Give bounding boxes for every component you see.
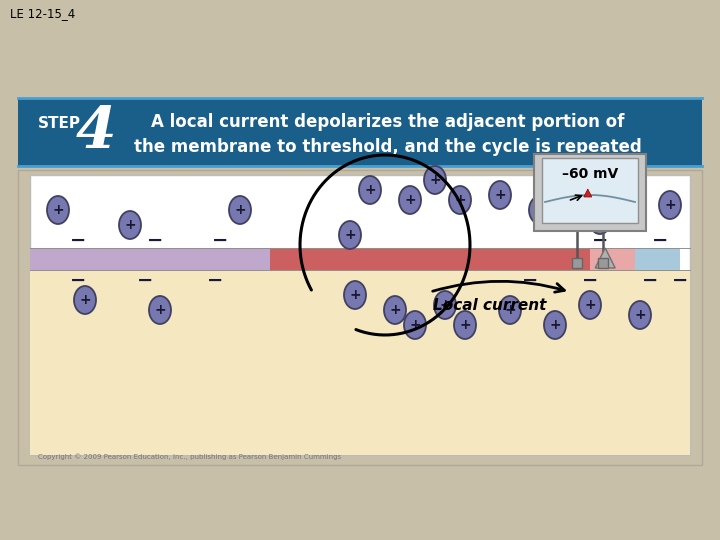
Ellipse shape [339,221,361,249]
Text: the membrane to threshold, and the cycle is repeated: the membrane to threshold, and the cycle… [134,138,642,156]
Bar [635,248,680,270]
Text: +: + [494,188,506,202]
Text: +: + [344,228,356,242]
Ellipse shape [47,196,69,224]
Bar [590,248,635,270]
Ellipse shape [489,181,511,209]
Ellipse shape [579,291,601,319]
Ellipse shape [659,191,681,219]
Ellipse shape [399,186,421,214]
Text: +: + [364,183,376,197]
FancyBboxPatch shape [542,158,638,223]
Text: +: + [429,173,441,187]
Ellipse shape [544,311,566,339]
Bar [30,248,270,270]
Ellipse shape [434,291,456,319]
Text: Copyright © 2009 Pearson Education, Inc., publishing as Pearson Benjamin Cumming: Copyright © 2009 Pearson Education, Inc.… [38,453,341,460]
Bar [270,248,590,270]
Text: +: + [390,303,401,317]
Text: +: + [594,213,606,227]
Ellipse shape [454,311,476,339]
Ellipse shape [424,166,446,194]
Text: +: + [79,293,91,307]
Text: +: + [664,198,676,212]
Polygon shape [595,248,615,268]
Text: Local current: Local current [433,298,546,313]
Ellipse shape [384,296,406,324]
Text: −: − [207,271,223,289]
Text: +: + [404,193,416,207]
Text: −: − [147,231,163,249]
Text: +: + [52,203,64,217]
Text: −: − [522,271,538,289]
Ellipse shape [149,296,171,324]
Ellipse shape [529,196,551,224]
Text: −: − [652,231,668,249]
FancyBboxPatch shape [534,154,646,231]
Text: +: + [534,203,546,217]
Text: LE 12-15_4: LE 12-15_4 [10,7,76,20]
Text: +: + [154,303,166,317]
Text: +: + [549,318,561,332]
Ellipse shape [119,211,141,239]
Text: +: + [234,203,246,217]
Bar [572,258,582,268]
Text: A local current depolarizes the adjacent portion of: A local current depolarizes the adjacent… [151,113,625,131]
Bar [598,258,608,268]
Ellipse shape [344,281,366,309]
Text: +: + [349,288,361,302]
Text: −: − [592,231,608,249]
Text: +: + [634,308,646,322]
Bar [18,170,702,465]
Ellipse shape [229,196,251,224]
Text: −: − [70,271,86,289]
Text: STEP: STEP [38,117,81,132]
Ellipse shape [589,206,611,234]
Text: +: + [439,298,451,312]
Ellipse shape [449,186,471,214]
Ellipse shape [499,296,521,324]
Text: +: + [409,318,420,332]
Text: −: − [672,271,688,289]
Text: +: + [459,318,471,332]
Text: +: + [454,193,466,207]
Bar [30,270,690,455]
Ellipse shape [359,176,381,204]
Text: −: − [137,271,153,289]
Text: 4: 4 [76,104,117,160]
Ellipse shape [629,301,651,329]
Text: +: + [504,303,516,317]
Text: −: − [582,271,598,289]
Text: +: + [584,298,596,312]
Polygon shape [584,189,592,197]
Text: +: + [124,218,136,232]
Bar [30,175,690,455]
Text: −: − [70,231,86,249]
Text: −: − [212,231,228,249]
Bar [18,98,702,166]
Ellipse shape [404,311,426,339]
Text: –60 mV: –60 mV [562,167,618,181]
Ellipse shape [74,286,96,314]
Text: −: − [642,271,658,289]
